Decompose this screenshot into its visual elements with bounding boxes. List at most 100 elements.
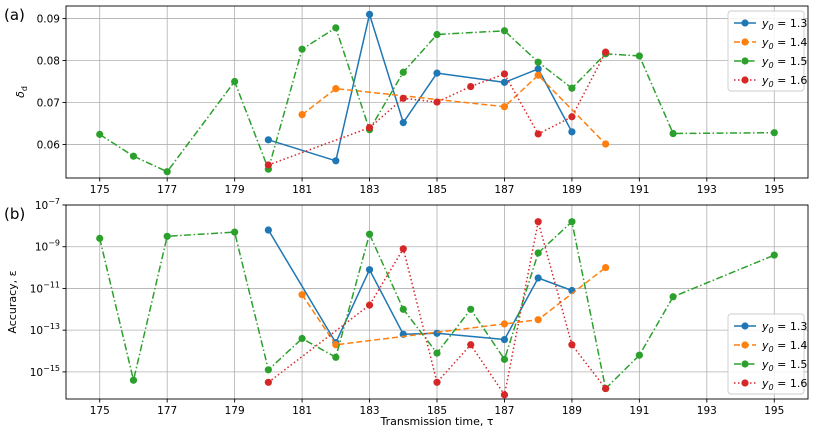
data-point xyxy=(568,218,576,226)
x-axis: 175 177 179 181 183 185 187 189 191 193 195 xyxy=(90,178,784,196)
x-tick-label: 183 xyxy=(360,184,380,196)
data-point xyxy=(602,48,610,56)
data-point xyxy=(365,124,374,132)
data-point xyxy=(534,58,542,66)
x-tick-label: 179 xyxy=(225,184,245,196)
y-axis-label: δd xyxy=(14,86,29,98)
legend-marker xyxy=(741,322,749,330)
data-point xyxy=(298,334,306,343)
y-tick-label: 0.08 xyxy=(37,56,60,68)
data-point xyxy=(602,263,610,272)
data-point xyxy=(399,119,407,127)
data-point xyxy=(264,366,272,374)
data-point xyxy=(264,226,272,234)
data-point xyxy=(332,353,340,361)
data-point xyxy=(534,316,542,324)
panel-b: 175 177 179 181 183 185 187 189 191 193 19510−1510… xyxy=(4,197,809,427)
data-point xyxy=(534,71,542,79)
data-point xyxy=(298,45,306,53)
data-point xyxy=(602,140,610,148)
panel-label: (a) xyxy=(4,6,25,24)
legend-marker xyxy=(741,57,749,65)
data-point xyxy=(534,218,542,226)
data-point xyxy=(500,320,509,328)
y-axis: 0.06 0.07 0.08 0.09 xyxy=(37,14,66,151)
data-point xyxy=(568,341,576,349)
data-point xyxy=(500,78,509,86)
legend-marker xyxy=(741,379,749,387)
legend: y0 = 1.3 y0 = 1.4 y0 = 1.5 y0 = 1.6 xyxy=(727,313,807,395)
x-tick-label: 191 xyxy=(629,184,649,196)
data-point xyxy=(365,301,374,309)
data-point xyxy=(399,68,407,76)
data-point xyxy=(298,111,306,119)
data-point xyxy=(163,232,171,240)
panel-a: 175 177 179 181 183 185 187 189 191 193 1950.060.0… xyxy=(4,5,809,196)
data-point xyxy=(602,384,610,393)
data-point xyxy=(433,30,441,39)
series-group xyxy=(96,218,778,399)
legend-marker xyxy=(741,341,749,349)
data-point xyxy=(332,157,340,165)
data-point xyxy=(500,70,509,78)
legend-box xyxy=(727,313,805,395)
data-point xyxy=(365,230,374,238)
data-point xyxy=(568,84,576,92)
data-point xyxy=(365,10,374,18)
data-point xyxy=(467,305,475,313)
data-point xyxy=(332,24,340,32)
x-tick-label: 177 xyxy=(157,184,177,196)
legend-marker xyxy=(741,19,749,27)
x-tick-label: 195 xyxy=(764,184,784,196)
data-point xyxy=(399,94,407,102)
data-point xyxy=(332,85,340,93)
x-axis: 175 177 179 181 183 185 187 189 191 193 195 xyxy=(90,399,784,417)
x-tick-label: 193 xyxy=(697,405,717,417)
data-point xyxy=(96,130,104,138)
data-point xyxy=(231,77,239,86)
y-tick-label: 0.06 xyxy=(37,139,61,151)
data-point xyxy=(399,245,407,253)
data-point xyxy=(568,128,576,136)
x-tick-label: 185 xyxy=(427,184,447,196)
data-point xyxy=(433,378,441,386)
legend-marker xyxy=(741,38,749,46)
x-tick-label: 185 xyxy=(427,405,447,417)
x-tick-label: 175 xyxy=(90,405,110,417)
data-point xyxy=(534,249,542,257)
legend-label: y0 = 1.3 xyxy=(761,320,807,335)
grid xyxy=(66,204,808,399)
data-point xyxy=(433,69,441,77)
x-tick-label: 177 xyxy=(157,405,177,417)
y-tick-label: 10−11 xyxy=(30,280,60,295)
data-point xyxy=(332,341,340,349)
data-point xyxy=(433,349,441,357)
x-tick-label: 195 xyxy=(764,405,784,417)
data-point xyxy=(770,251,778,259)
data-point xyxy=(500,355,509,363)
x-tick-label: 181 xyxy=(292,184,312,196)
x-axis-label: Transmission time, τ xyxy=(379,415,493,427)
y-axis: 10−15 10−13 10−11 10−9 10−7 xyxy=(30,197,66,379)
data-point xyxy=(264,136,272,144)
x-tick-label: 193 xyxy=(697,184,717,196)
data-point xyxy=(500,391,509,399)
panel-label: (b) xyxy=(4,205,25,223)
data-point xyxy=(568,113,576,121)
data-point xyxy=(500,103,509,111)
x-tick-label: 181 xyxy=(292,405,312,417)
y-tick-label: 10−15 xyxy=(30,364,60,379)
x-tick-label: 189 xyxy=(562,184,582,196)
y-tick-label: 0.09 xyxy=(37,14,60,26)
y-tick-label: 10−9 xyxy=(35,239,60,254)
legend-label: y0 = 1.3 xyxy=(761,17,807,32)
data-point xyxy=(96,234,104,242)
y-tick-label: 0.07 xyxy=(37,97,60,109)
series-line xyxy=(98,220,775,390)
legend-label: y0 = 1.5 xyxy=(761,358,807,373)
legend: y0 = 1.3 y0 = 1.4 y0 = 1.5 y0 = 1.6 xyxy=(727,10,807,92)
legend-marker xyxy=(741,76,749,84)
data-point xyxy=(399,305,407,313)
x-tick-label: 175 xyxy=(90,184,110,196)
